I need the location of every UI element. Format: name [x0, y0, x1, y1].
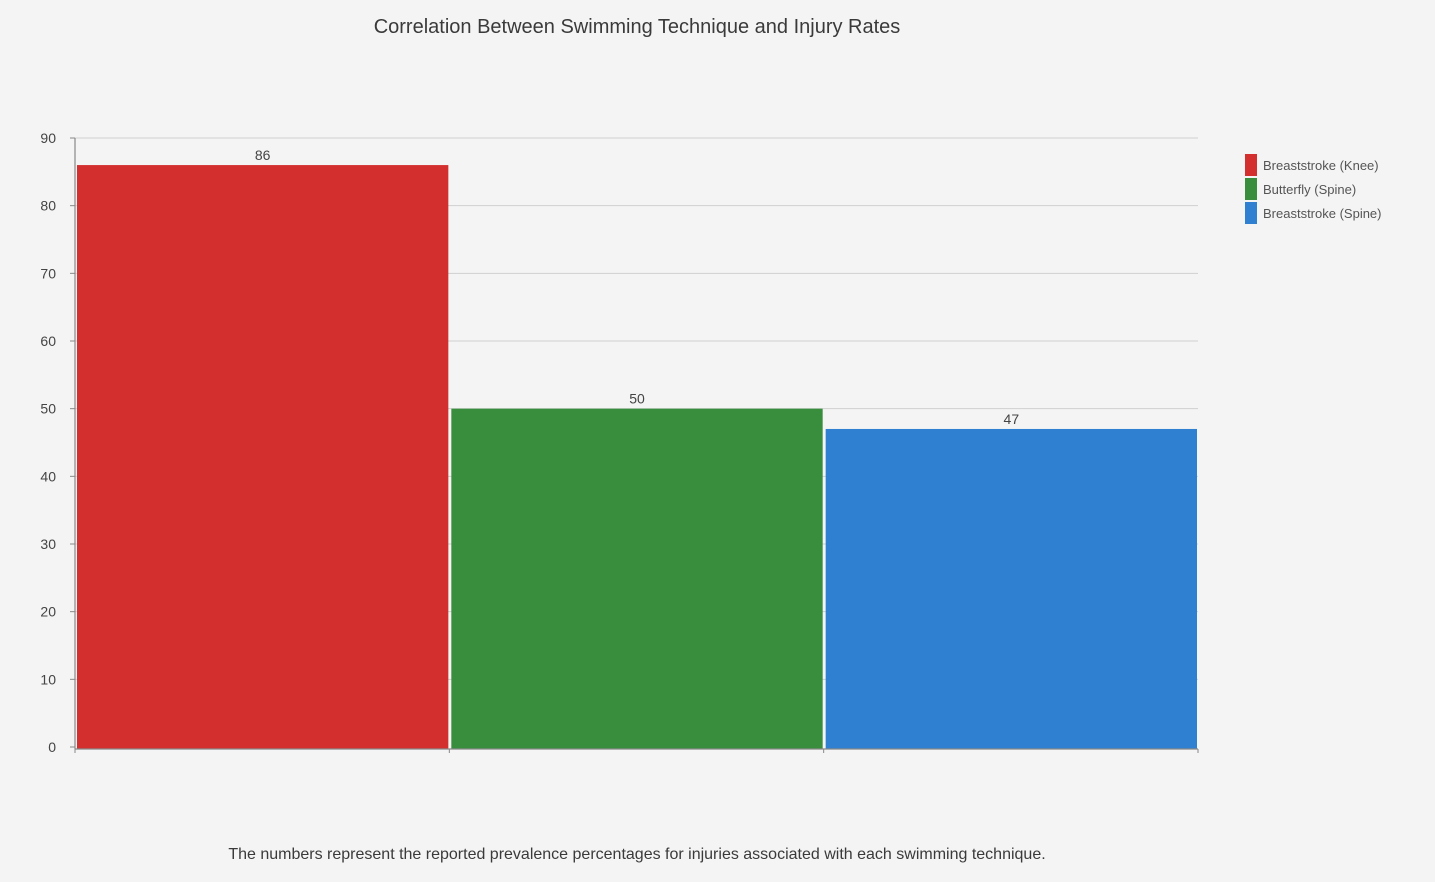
- legend-item[interactable]: Butterfly (Spine): [1245, 177, 1382, 201]
- data-labels: 86 50 47: [255, 147, 1019, 427]
- bar[interactable]: [77, 165, 449, 750]
- bars: [77, 165, 1197, 750]
- data-label: 86: [255, 147, 271, 163]
- axes: [74, 138, 1199, 753]
- y-tick-label: 30: [40, 536, 56, 552]
- legend-swatch: [1245, 202, 1257, 224]
- bar[interactable]: [451, 408, 823, 749]
- chart-caption: The numbers represent the reported preva…: [228, 846, 1046, 863]
- y-tick-label: 40: [40, 468, 56, 484]
- data-label: 50: [629, 391, 645, 407]
- y-tick-label: 90: [40, 130, 56, 146]
- y-tick-label: 70: [40, 265, 56, 281]
- y-tick-label: 20: [40, 604, 56, 620]
- data-label: 47: [1004, 411, 1020, 427]
- legend-swatch: [1245, 178, 1257, 200]
- legend: Breaststroke (Knee) Butterfly (Spine) Br…: [1245, 153, 1382, 225]
- legend-swatch: [1245, 154, 1257, 176]
- legend-item[interactable]: Breaststroke (Knee): [1245, 153, 1382, 177]
- chart-title: Correlation Between Swimming Technique a…: [373, 16, 901, 38]
- y-tick-label: 80: [40, 198, 56, 214]
- legend-item[interactable]: Breaststroke (Spine): [1245, 201, 1382, 225]
- bar[interactable]: [825, 428, 1197, 749]
- y-tick-label: 50: [40, 401, 56, 417]
- legend-label: Breaststroke (Knee): [1263, 157, 1379, 173]
- y-tick-label: 60: [40, 333, 56, 349]
- y-tick-label: 10: [40, 671, 56, 687]
- legend-label: Breaststroke (Spine): [1263, 205, 1382, 221]
- y-tick-label: 0: [48, 739, 56, 755]
- legend-label: Butterfly (Spine): [1263, 181, 1357, 197]
